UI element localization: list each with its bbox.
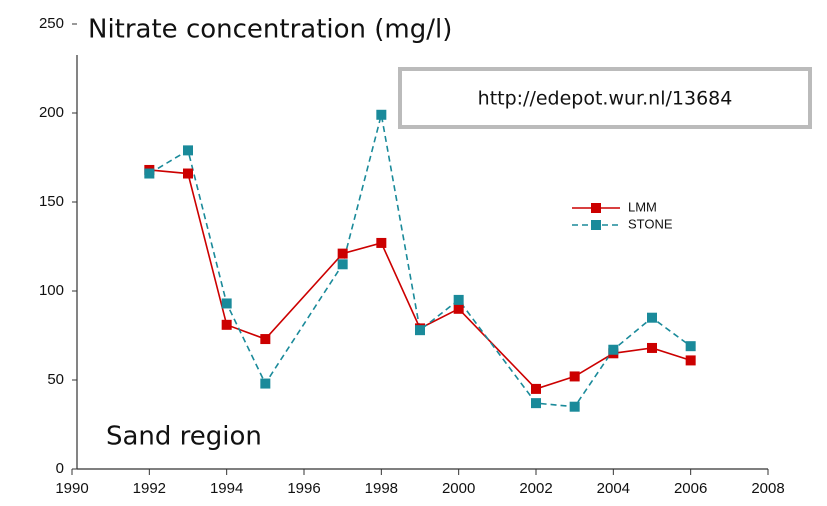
- point: [531, 383, 541, 394]
- y-tick-label: 200: [39, 104, 64, 121]
- url-annotation: http://edepot.wur.nl/13684: [478, 88, 733, 110]
- url-box: [398, 67, 812, 129]
- y-tick-label: 50: [47, 371, 64, 388]
- y-tick-label: 0: [56, 460, 64, 477]
- y-tick-label: 150: [39, 193, 64, 210]
- point: [647, 312, 657, 323]
- point: [569, 401, 580, 412]
- point: [260, 334, 271, 345]
- y-tick-label: 250: [39, 15, 64, 32]
- point: [221, 298, 232, 309]
- point: [647, 342, 657, 353]
- x-tick-label: 2006: [674, 480, 707, 497]
- x-tick-label: 2004: [597, 480, 630, 497]
- x-tick-label: 1996: [287, 480, 320, 497]
- x-tick-label: 1998: [365, 480, 398, 497]
- point: [608, 344, 619, 355]
- point: [337, 248, 348, 259]
- chart-title: Nitrate concentration (mg/l): [88, 15, 452, 45]
- x-tick-label: 2002: [519, 480, 552, 497]
- point: [531, 398, 541, 409]
- region-annotation: Sand region: [106, 422, 262, 452]
- point: [183, 168, 193, 179]
- series-line: [148, 114, 692, 408]
- point: [221, 319, 232, 330]
- legend-marker: [591, 220, 601, 230]
- point: [183, 145, 193, 156]
- point: [260, 378, 271, 389]
- point: [144, 168, 155, 179]
- point: [569, 371, 580, 382]
- point: [685, 341, 696, 352]
- point: [337, 259, 348, 270]
- point: [685, 355, 696, 366]
- x-tick-label: 2008: [751, 480, 784, 497]
- point: [376, 109, 387, 120]
- x-tick-label: 1994: [210, 480, 243, 497]
- point: [453, 303, 464, 314]
- point: [415, 325, 425, 336]
- legend-label: LMM: [628, 199, 657, 214]
- x-tick-label: 1990: [55, 480, 88, 497]
- legend-label: STONE: [628, 216, 673, 231]
- point: [453, 294, 464, 305]
- x-tick-label: 1992: [133, 480, 166, 497]
- y-tick-label: 100: [39, 282, 64, 299]
- legend-marker: [591, 203, 601, 213]
- point: [376, 237, 387, 248]
- x-tick-label: 2000: [442, 480, 475, 497]
